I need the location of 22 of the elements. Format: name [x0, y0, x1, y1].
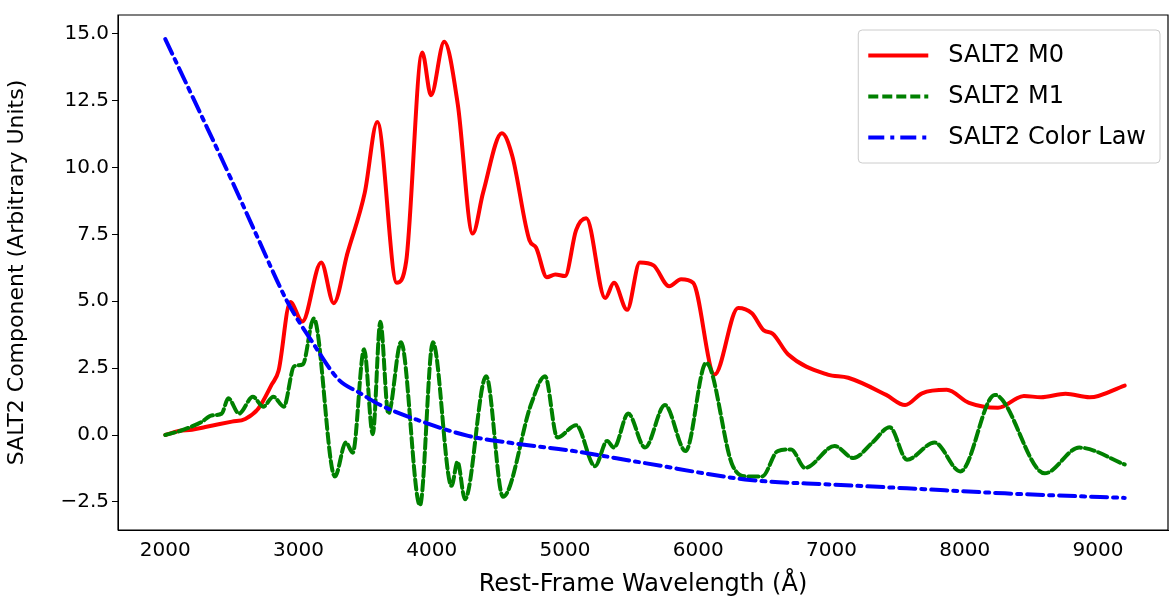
x-tick-label: 4000 — [406, 537, 458, 562]
y-tick-label: 5.0 — [77, 287, 109, 312]
y-tick-label: 2.5 — [77, 354, 109, 379]
x-tick-label: 6000 — [672, 537, 724, 562]
legend-label: SALT2 Color Law — [948, 121, 1146, 150]
y-axis-title: SALT2 Component (Arbitrary Units) — [2, 79, 28, 466]
y-tick-label: 0.0 — [77, 421, 109, 446]
x-tick-label: 5000 — [539, 537, 591, 562]
x-tick-label: 9000 — [1072, 537, 1124, 562]
y-tick-label: 15.0 — [64, 19, 109, 44]
x-axis-title: Rest-Frame Wavelength (Å) — [478, 567, 808, 597]
x-tick-label: 7000 — [806, 537, 857, 562]
y-tick-label: 12.5 — [64, 86, 109, 111]
x-tick-label: 2000 — [139, 537, 191, 562]
y-tick-label: 10.0 — [64, 153, 109, 178]
line-series — [163, 316, 1127, 508]
x-tick-label: 3000 — [273, 537, 325, 562]
x-tick-label: 8000 — [939, 537, 991, 562]
y-tick-label: −2.5 — [60, 488, 109, 513]
y-tick-label: 7.5 — [77, 220, 109, 245]
legend-label: SALT2 M1 — [948, 80, 1064, 109]
legend-label: SALT2 M0 — [948, 39, 1064, 68]
